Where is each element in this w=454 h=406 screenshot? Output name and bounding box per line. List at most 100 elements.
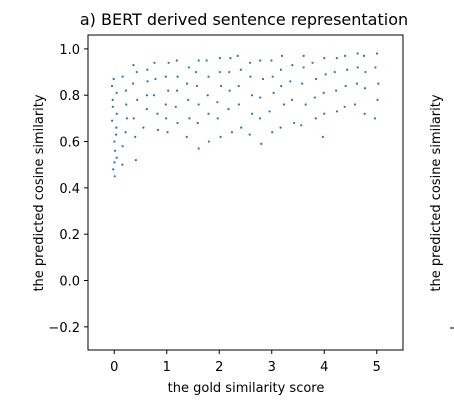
scatter-point — [156, 112, 159, 115]
scatter-point — [156, 128, 160, 132]
scatter-point — [377, 82, 380, 85]
scatter-point — [196, 121, 199, 125]
scatter-point — [124, 89, 128, 92]
scatter-point — [153, 61, 156, 64]
scatter-point — [174, 105, 177, 108]
scatter-point — [167, 61, 170, 64]
scatter-point — [248, 61, 252, 64]
scatter-point — [185, 135, 188, 139]
scatter-point — [132, 117, 135, 120]
scatter-point — [165, 117, 168, 120]
scatter-point — [154, 77, 157, 81]
scatter-points — [110, 52, 380, 178]
scatter-point — [373, 117, 377, 120]
scatter-point — [236, 54, 239, 57]
scatter-point — [121, 75, 124, 78]
y-tick-label: 1.0 — [59, 43, 80, 58]
x-tick-label: 4 — [320, 360, 328, 375]
scatter-point — [280, 54, 284, 57]
scatter-point — [114, 149, 117, 152]
scatter-point — [176, 121, 179, 125]
scatter-point — [218, 57, 221, 60]
chart-title: a) BERT derived sentence representation — [80, 10, 408, 29]
scatter-point — [230, 131, 234, 134]
x-axis-ticks: 0 1 2 3 4 5 — [110, 350, 381, 375]
scatter-point — [289, 80, 292, 83]
scatter-point — [115, 156, 118, 159]
scatter-point — [176, 75, 179, 78]
y-tick-label: 0.4 — [59, 182, 80, 197]
scatter-point — [121, 145, 124, 148]
scatter-point — [301, 82, 304, 85]
scatter-point — [145, 108, 148, 111]
scatter-point — [272, 91, 275, 94]
scatter-point — [237, 84, 240, 88]
scatter-point — [115, 91, 118, 94]
scatter-point — [146, 68, 149, 71]
scatter-point — [363, 112, 366, 115]
y-tick-label: 0.8 — [59, 89, 80, 104]
scatter-point — [333, 70, 336, 74]
y-axis-ticks: −0.2 0.0 0.2 0.4 0.6 0.8 1.0 — [48, 43, 88, 336]
scatter-point — [142, 126, 145, 129]
scatter-point — [335, 57, 338, 60]
scatter-point — [175, 89, 179, 92]
scatter-point — [229, 57, 232, 60]
scatter-point — [315, 77, 318, 81]
scatter-point — [218, 70, 221, 74]
scatter-point — [216, 117, 219, 120]
scatter-point — [219, 135, 222, 139]
scatter-point — [216, 101, 219, 104]
scatter-point — [136, 98, 139, 101]
scatter-point — [135, 70, 138, 74]
scatter-point — [240, 126, 243, 129]
scatter-point — [113, 140, 116, 143]
scatter-point — [197, 147, 200, 150]
scatter-point — [125, 103, 128, 106]
scatter-point — [113, 175, 116, 178]
y-tick-label: −0.2 — [48, 321, 80, 336]
scatter-point — [362, 54, 366, 57]
scatter-point — [268, 110, 271, 113]
scatter-point — [261, 77, 265, 81]
scatter-point — [323, 112, 326, 115]
scatter-point — [124, 131, 127, 134]
scatter-point — [121, 163, 124, 166]
scatter-point — [323, 57, 326, 60]
scatter-point — [279, 126, 282, 129]
scatter-point — [293, 121, 296, 125]
x-tick-label: 2 — [215, 360, 223, 375]
scatter-point — [115, 126, 118, 129]
x-axis-title: the gold similarity score — [168, 381, 325, 396]
scatter-point — [187, 98, 190, 101]
scatter-point — [205, 59, 208, 62]
scatter-point — [249, 75, 252, 78]
y-tick-label: 0.2 — [59, 228, 80, 243]
scatter-point — [112, 168, 115, 171]
scatter-point — [175, 59, 178, 62]
scatter-point — [219, 84, 223, 88]
scatter-point — [343, 105, 346, 108]
scatter-point — [111, 98, 114, 101]
scatter-point — [125, 117, 128, 120]
scatter-point — [321, 135, 324, 139]
scatter-point — [113, 161, 116, 164]
scatter-point — [259, 59, 262, 62]
scatter-point — [291, 64, 294, 67]
scatter-point — [166, 131, 169, 134]
scatter-point — [152, 94, 156, 97]
scatter-point — [115, 112, 118, 115]
scatter-point — [248, 133, 251, 136]
scatter-point — [111, 105, 114, 108]
scatter-point — [376, 98, 379, 101]
scatter-point — [313, 96, 316, 99]
scatter-point — [207, 75, 210, 78]
y-axis-title: the predicted cosine similarity — [32, 94, 47, 291]
scatter-point — [110, 84, 114, 88]
scatter-point — [164, 103, 167, 106]
scatter-point — [258, 117, 262, 120]
scatter-point — [344, 84, 347, 88]
scatter-point — [290, 98, 294, 101]
scatter-point — [145, 94, 149, 97]
scatter-point — [188, 117, 191, 120]
